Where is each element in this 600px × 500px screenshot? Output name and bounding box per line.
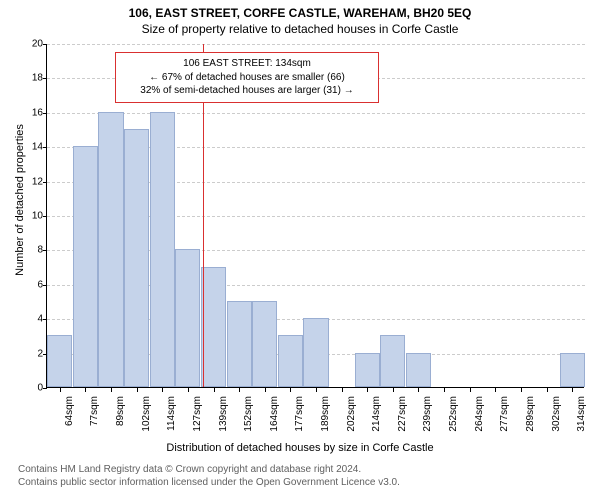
annotation-box: 106 EAST STREET: 134sqm← 67% of detached… bbox=[115, 52, 379, 103]
y-tick-label: 4 bbox=[19, 314, 47, 325]
x-tick-label: 177sqm bbox=[294, 394, 305, 432]
y-tick-label: 14 bbox=[19, 142, 47, 153]
histogram-bar bbox=[201, 267, 226, 387]
annotation-line: ← 67% of detached houses are smaller (66… bbox=[126, 71, 368, 85]
x-tick-mark bbox=[239, 388, 240, 392]
x-tick-mark bbox=[111, 388, 112, 392]
y-tick-label: 6 bbox=[19, 279, 47, 290]
x-tick-label: 164sqm bbox=[269, 394, 280, 432]
x-tick-mark bbox=[444, 388, 445, 392]
y-tick-label: 10 bbox=[19, 211, 47, 222]
x-tick-label: 314sqm bbox=[576, 394, 587, 432]
y-tick-label: 0 bbox=[19, 383, 47, 394]
x-tick-label: 139sqm bbox=[218, 394, 229, 432]
x-tick-mark bbox=[214, 388, 215, 392]
histogram-bar bbox=[278, 335, 303, 387]
histogram-bar bbox=[150, 112, 175, 387]
histogram-bar bbox=[175, 249, 200, 387]
x-tick-label: 189sqm bbox=[320, 394, 331, 432]
x-tick-label: 202sqm bbox=[346, 394, 357, 432]
histogram-bar bbox=[47, 335, 72, 387]
annotation-line: 32% of semi-detached houses are larger (… bbox=[126, 84, 368, 98]
x-axis-label: Distribution of detached houses by size … bbox=[0, 442, 600, 454]
chart-container: { "titles": { "address": "106, EAST STRE… bbox=[0, 0, 600, 500]
y-axis-label: Number of detached properties bbox=[14, 60, 26, 340]
x-tick-mark bbox=[290, 388, 291, 392]
footer-line-1: Contains HM Land Registry data © Crown c… bbox=[18, 464, 400, 477]
histogram-bar bbox=[124, 129, 149, 387]
plot-area: 0246810121416182064sqm77sqm89sqm102sqm11… bbox=[46, 44, 584, 388]
x-tick-label: 302sqm bbox=[551, 394, 562, 432]
y-tick-label: 2 bbox=[19, 348, 47, 359]
x-tick-mark bbox=[85, 388, 86, 392]
x-tick-label: 89sqm bbox=[115, 394, 126, 426]
x-tick-mark bbox=[367, 388, 368, 392]
x-tick-mark bbox=[572, 388, 573, 392]
histogram-bar bbox=[252, 301, 277, 387]
x-tick-label: 252sqm bbox=[448, 394, 459, 432]
footer-line-2: Contains public sector information licen… bbox=[18, 477, 400, 490]
footer-attribution: Contains HM Land Registry data © Crown c… bbox=[18, 464, 400, 489]
page-title-address: 106, EAST STREET, CORFE CASTLE, WAREHAM,… bbox=[0, 6, 600, 20]
annotation-line: 106 EAST STREET: 134sqm bbox=[126, 57, 368, 71]
x-tick-mark bbox=[60, 388, 61, 392]
y-tick-label: 20 bbox=[19, 39, 47, 50]
x-tick-label: 152sqm bbox=[243, 394, 254, 432]
x-tick-label: 214sqm bbox=[371, 394, 382, 432]
gridline bbox=[47, 113, 585, 114]
histogram-bar bbox=[560, 353, 585, 387]
x-tick-mark bbox=[393, 388, 394, 392]
x-tick-label: 277sqm bbox=[499, 394, 510, 432]
x-tick-mark bbox=[342, 388, 343, 392]
x-tick-mark bbox=[418, 388, 419, 392]
y-tick-label: 18 bbox=[19, 73, 47, 84]
x-tick-mark bbox=[137, 388, 138, 392]
x-tick-mark bbox=[521, 388, 522, 392]
x-tick-mark bbox=[162, 388, 163, 392]
y-tick-label: 12 bbox=[19, 176, 47, 187]
x-tick-label: 77sqm bbox=[89, 394, 100, 426]
x-tick-label: 264sqm bbox=[474, 394, 485, 432]
y-tick-label: 8 bbox=[19, 245, 47, 256]
x-tick-mark bbox=[547, 388, 548, 392]
histogram-bar bbox=[406, 353, 431, 387]
histogram-bar bbox=[73, 146, 98, 387]
y-tick-label: 16 bbox=[19, 107, 47, 118]
x-tick-label: 127sqm bbox=[192, 394, 203, 432]
x-tick-label: 289sqm bbox=[525, 394, 536, 432]
x-tick-label: 227sqm bbox=[397, 394, 408, 432]
x-tick-label: 102sqm bbox=[141, 394, 152, 432]
gridline bbox=[47, 44, 585, 45]
histogram-bar bbox=[380, 335, 405, 387]
x-tick-mark bbox=[470, 388, 471, 392]
x-tick-label: 114sqm bbox=[166, 394, 177, 431]
histogram-bar bbox=[303, 318, 328, 387]
page-subtitle: Size of property relative to detached ho… bbox=[0, 22, 600, 36]
x-tick-mark bbox=[316, 388, 317, 392]
histogram-bar bbox=[227, 301, 252, 387]
x-tick-mark bbox=[495, 388, 496, 392]
histogram-bar bbox=[355, 353, 380, 387]
x-tick-mark bbox=[265, 388, 266, 392]
histogram-bar bbox=[98, 112, 123, 387]
x-tick-mark bbox=[188, 388, 189, 392]
x-tick-label: 239sqm bbox=[422, 394, 433, 432]
x-tick-label: 64sqm bbox=[64, 394, 75, 426]
